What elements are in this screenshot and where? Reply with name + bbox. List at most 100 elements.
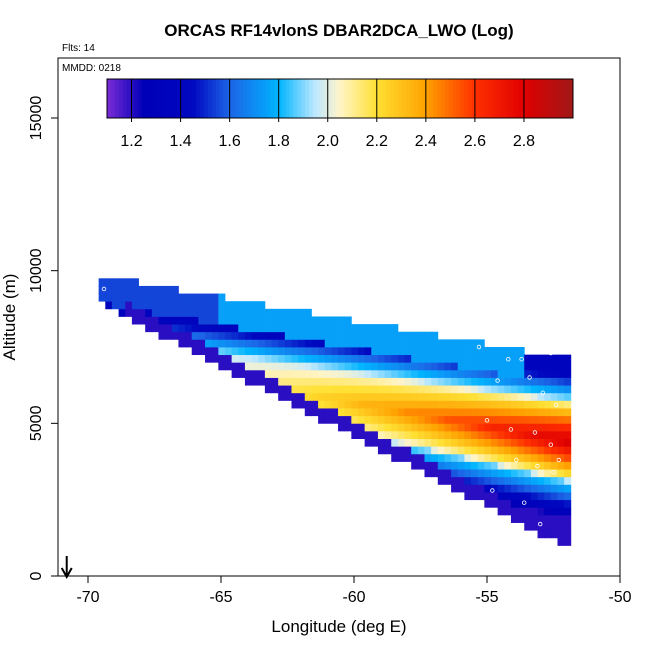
heatmap-cell [444, 415, 452, 424]
heatmap-cell [391, 324, 399, 333]
heatmap-cell [497, 469, 505, 478]
heatmap-cell [544, 499, 552, 508]
heatmap-cell [404, 430, 412, 439]
heatmap-cell [564, 446, 572, 455]
heatmap-cell [517, 453, 525, 462]
heatmap-cell [357, 339, 366, 348]
heatmap-cell [490, 438, 499, 447]
heatmap-cell [284, 354, 292, 363]
heatmap-cell [431, 331, 439, 340]
x-tick-label: -65 [209, 589, 232, 606]
heatmap-cell [437, 453, 445, 462]
heatmap-cell [530, 438, 538, 447]
heatmap-cell [397, 354, 405, 363]
colorbar-segment [328, 79, 333, 118]
heatmap-cell [404, 392, 412, 401]
heatmap-cell [371, 331, 379, 340]
heatmap-cell [371, 324, 379, 333]
heatmap-cell [391, 415, 399, 424]
heatmap-cell [530, 514, 538, 523]
heatmap-cell [557, 385, 565, 394]
heatmap-cell [517, 446, 525, 455]
heatmap-cell [550, 423, 558, 432]
heatmap-cell [165, 324, 173, 333]
heatmap-cell [504, 492, 512, 501]
heatmap-cell [564, 400, 572, 409]
heatmap-cell [484, 385, 492, 394]
heatmap-cell [497, 453, 505, 462]
heatmap-cell [490, 385, 499, 394]
heatmap-cell [404, 339, 412, 348]
heatmap-cell [324, 362, 332, 371]
heatmap-cell [258, 339, 266, 348]
heatmap-cell [331, 400, 339, 409]
heatmap-cell [271, 347, 279, 356]
track-marker [101, 286, 107, 292]
heatmap-cell [291, 362, 299, 371]
colorbar-segment [351, 79, 357, 118]
colorbar-segment [184, 79, 190, 118]
heatmap-cell [564, 385, 572, 394]
heatmap-cell [291, 369, 299, 378]
heatmap-cell [451, 362, 459, 371]
heatmap-cell [338, 354, 346, 363]
heatmap-cell [151, 293, 159, 302]
heatmap-cell [211, 354, 219, 363]
heatmap-cell [471, 423, 479, 432]
colorbar-segment [176, 79, 182, 118]
heatmap-cell [384, 377, 392, 386]
heatmap-cell [351, 347, 359, 356]
heatmap-cell [477, 492, 485, 501]
heatmap-cell [304, 324, 312, 333]
heatmap-cell [158, 293, 166, 302]
heatmap-cell [484, 400, 492, 409]
heatmap-cell [111, 301, 119, 310]
colorbar-segment [258, 79, 263, 118]
heatmap-cell [298, 308, 306, 317]
heatmap-cell [490, 423, 499, 432]
heatmap-cell [404, 331, 412, 340]
heatmap-cell [357, 369, 366, 378]
heatmap-cell [477, 415, 485, 424]
heatmap-cell [544, 385, 552, 394]
heatmap-cell [537, 507, 545, 516]
heatmap-cell [477, 446, 485, 455]
colorbar-segment [541, 79, 547, 118]
heatmap-cell [431, 438, 439, 447]
heatmap-cell [490, 461, 499, 470]
heatmap-cell [564, 377, 572, 386]
heatmap-cell [524, 484, 532, 493]
heatmap-cell [517, 385, 525, 394]
heatmap-cell [517, 377, 525, 386]
heatmap-cell [544, 415, 552, 424]
heatmap-cell [564, 354, 572, 363]
heatmap-cell [304, 392, 312, 401]
heatmap-cell [298, 377, 306, 386]
heatmap-cell [471, 339, 479, 348]
colorbar-segment [444, 79, 450, 118]
heatmap-cell [484, 369, 492, 378]
heatmap-cell [490, 362, 499, 371]
heatmap-cell [191, 301, 199, 310]
heatmap-cell [417, 400, 425, 409]
heatmap-cell [411, 430, 419, 439]
heatmap-cell [338, 339, 346, 348]
heatmap-cell [444, 453, 452, 462]
heatmap-cell [510, 347, 518, 356]
y-axis: 0 5000 10000 15000 [28, 96, 58, 580]
heatmap-cell [284, 347, 292, 356]
heatmap-cell [151, 301, 159, 310]
heatmap-cell [244, 347, 252, 356]
heatmap-cell [530, 400, 538, 409]
heatmap-cell [464, 438, 472, 447]
heatmap-cell [524, 492, 532, 501]
heatmap-cell [530, 522, 538, 531]
heatmap-cell [404, 400, 412, 409]
colorbar-segment [452, 79, 457, 118]
heatmap-cell [564, 507, 572, 516]
heatmap-cell [125, 293, 133, 302]
heatmap-cell [344, 316, 352, 325]
heatmap-cell [437, 362, 445, 371]
heatmap-cell [138, 316, 146, 325]
heatmap-cell [291, 400, 299, 409]
